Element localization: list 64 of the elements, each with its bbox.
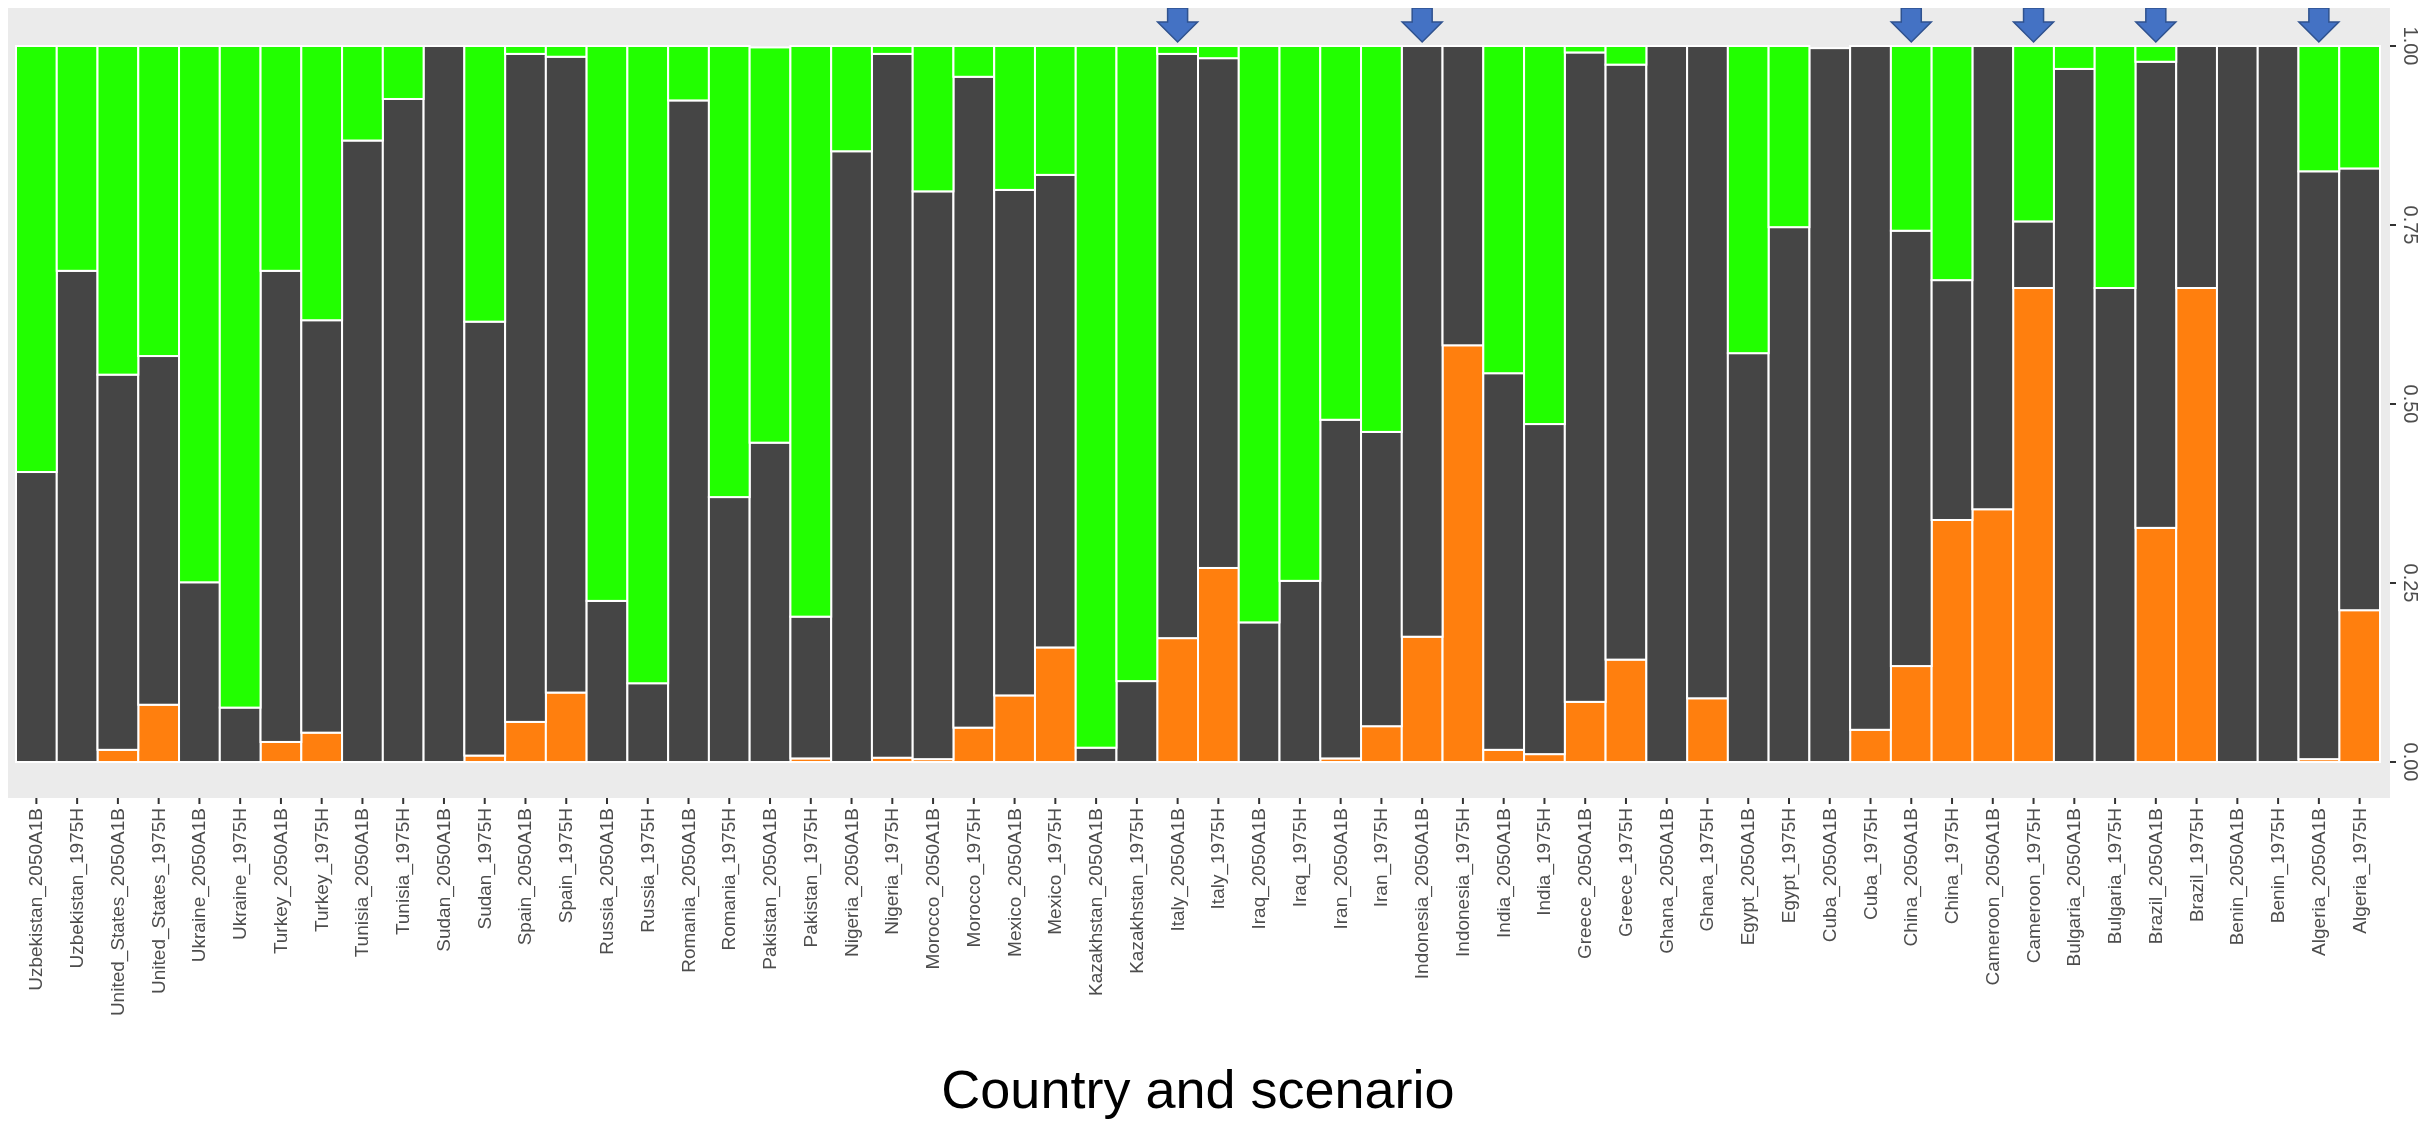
x-tick-label: Russia_2050A1B bbox=[596, 808, 618, 955]
x-tick-label: Ukraine_1975H bbox=[229, 808, 252, 941]
x-tick-label: Romania_2050A1B bbox=[677, 808, 700, 973]
x-tick-label: United_States_2050A1B bbox=[106, 808, 129, 1017]
x-tick-label: Mexico_1975H bbox=[1044, 808, 1067, 935]
x-tick-label: Romania_1975H bbox=[718, 808, 741, 951]
y-tick-label: 0.50 bbox=[2400, 384, 2422, 424]
x-tick-label: Tunisia_1975H bbox=[392, 808, 415, 936]
x-tick-label: Ukraine_2050A1B bbox=[188, 808, 211, 963]
y-tick-label: 1.00 bbox=[2400, 26, 2422, 66]
x-tick-label: India_1975H bbox=[1533, 808, 1556, 916]
x-tick-label: Kazakhstan_1975H bbox=[1125, 808, 1148, 974]
x-tick-label: Nigeria_1975H bbox=[881, 808, 904, 935]
x-tick-label: Greece_2050A1B bbox=[1574, 808, 1597, 960]
x-tick-label: Spain_1975H bbox=[555, 808, 578, 924]
x-tick-label: Kazakhstan_2050A1B bbox=[1085, 808, 1108, 997]
x-tick-label: Iran_2050A1B bbox=[1329, 808, 1352, 930]
x-tick-label: Sudan_2050A1B bbox=[432, 808, 455, 952]
x-tick-label: Bulgaria_1975H bbox=[2104, 808, 2127, 945]
x-tick-label: Cameroon_1975H bbox=[2022, 808, 2045, 964]
x-tick-label: Italy_1975H bbox=[1207, 808, 1230, 910]
x-tick-label: Cuba_1975H bbox=[1859, 808, 1882, 920]
x-tick-label: Bulgaria_2050A1B bbox=[2063, 808, 2086, 967]
x-tick-label: Mexico_2050A1B bbox=[1003, 808, 1026, 957]
y-tick-label: 0.25 bbox=[2400, 563, 2422, 603]
x-tick-label: Morocco_1975H bbox=[962, 808, 985, 948]
x-tick-label: China_2050A1B bbox=[1900, 808, 1923, 947]
x-tick-label: United_States_1975H bbox=[147, 808, 170, 994]
x-tick-label: China_1975H bbox=[1941, 808, 1964, 925]
x-tick-label: Turkey_1975H bbox=[310, 808, 333, 932]
y-tick-label: 0.75 bbox=[2400, 205, 2422, 245]
x-tick-label: Spain_2050A1B bbox=[514, 808, 537, 946]
x-tick-label: Nigeria_2050A1B bbox=[840, 808, 863, 957]
x-tick-label: Benin_2050A1B bbox=[2226, 808, 2249, 946]
x-tick-label: Ghana_2050A1B bbox=[1655, 808, 1678, 954]
x-tick-label: Russia_1975H bbox=[636, 808, 659, 933]
x-tick-label: Brazil_2050A1B bbox=[2144, 808, 2167, 945]
x-tick-label: Iran_1975H bbox=[1370, 808, 1393, 908]
x-tick-label: Pakistan_2050A1B bbox=[759, 808, 782, 970]
x-tick-label: Indonesia_2050A1B bbox=[1411, 808, 1434, 980]
x-axis-title: Country and scenario bbox=[941, 1059, 1455, 1119]
x-tick-label: Egypt_2050A1B bbox=[1737, 808, 1760, 946]
x-tick-label: Uzbekistan_1975H bbox=[66, 808, 89, 969]
x-tick-label: Pakistan_1975H bbox=[799, 808, 822, 948]
x-tick-label: Turkey_2050A1B bbox=[269, 808, 292, 955]
x-tick-label: India_2050A1B bbox=[1492, 808, 1515, 938]
x-tick-label: Algeria_1975H bbox=[2348, 808, 2371, 934]
x-tick-label: Cuba_2050A1B bbox=[1818, 808, 1841, 943]
x-tick-label: Uzbekistan_2050A1B bbox=[25, 808, 48, 991]
x-tick-label: Cameroon_2050A1B bbox=[1981, 808, 2004, 986]
x-tick-label: Italy_2050A1B bbox=[1166, 808, 1189, 932]
y-tick-label: 0.00 bbox=[2400, 742, 2422, 782]
x-tick-label: Sudan_1975H bbox=[473, 808, 496, 930]
x-tick-label: Iraq_1975H bbox=[1288, 808, 1311, 908]
x-tick-label: Egypt_1975H bbox=[1778, 808, 1800, 924]
x-tick-label: Iraq_2050A1B bbox=[1248, 808, 1271, 930]
x-tick-label: Algeria_2050A1B bbox=[2307, 808, 2330, 956]
x-tick-label: Tunisia_2050A1B bbox=[351, 808, 374, 958]
x-tick-label: Ghana_1975H bbox=[1696, 808, 1719, 932]
x-tick-label: Greece_1975H bbox=[1614, 808, 1637, 937]
x-tick-label: Indonesia_1975H bbox=[1451, 808, 1474, 957]
x-tick-label: Benin_1975H bbox=[2267, 808, 2290, 924]
x-tick-label: Morocco_2050A1B bbox=[922, 808, 945, 970]
x-tick-label: Brazil_1975H bbox=[2185, 808, 2208, 923]
